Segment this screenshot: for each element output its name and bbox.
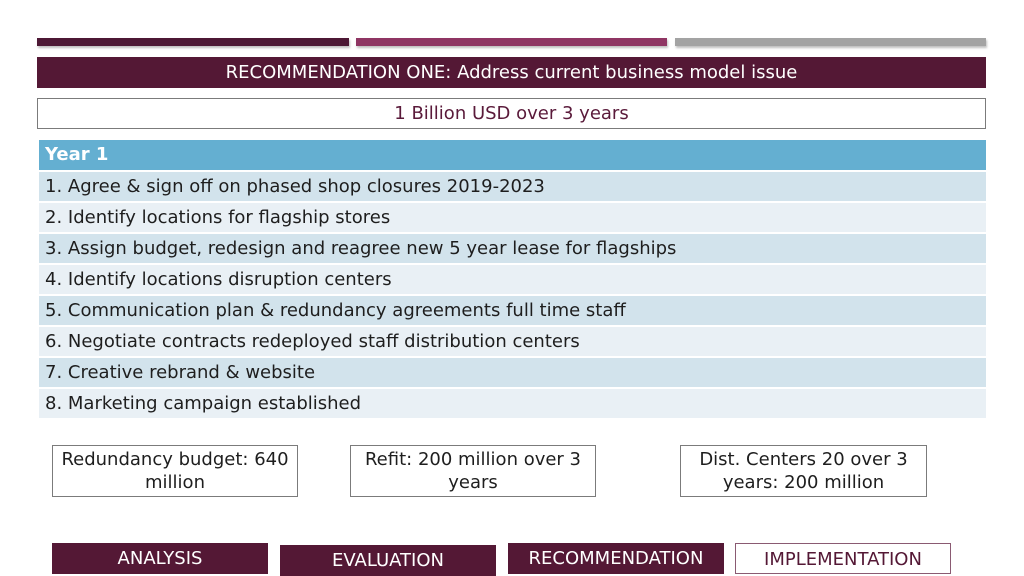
plan-table: Year 1 1. Agree & sign off on phased sho…: [39, 140, 986, 420]
table-row: 3. Assign budget, redesign and reagree n…: [39, 234, 986, 263]
decor-bar-mid: [356, 38, 667, 46]
table-row: 1. Agree & sign off on phased shop closu…: [39, 172, 986, 201]
nav-tab-implementation[interactable]: IMPLEMENTATION: [735, 543, 951, 574]
decor-bar-dark: [37, 38, 349, 46]
redundancy-budget-card: Redundancy budget: 640 million: [52, 445, 298, 497]
decor-bar-gray: [675, 38, 986, 46]
total-budget: 1 Billion USD over 3 years: [37, 98, 986, 129]
refit-budget-card: Refit: 200 million over 3 years: [350, 445, 596, 497]
slide-title: RECOMMENDATION ONE: Address current busi…: [37, 57, 986, 88]
table-row: 8. Marketing campaign established: [39, 389, 986, 418]
nav-tab-recommendation[interactable]: RECOMMENDATION: [508, 543, 724, 574]
table-row: 6. Negotiate contracts redeployed staff …: [39, 327, 986, 356]
table-row: 5. Communication plan & redundancy agree…: [39, 296, 986, 325]
table-header: Year 1: [39, 140, 986, 170]
nav-tab-analysis[interactable]: ANALYSIS: [52, 543, 268, 574]
nav-tab-evaluation[interactable]: EVALUATION: [280, 545, 496, 576]
table-row: 2. Identify locations for flagship store…: [39, 203, 986, 232]
table-row: 7. Creative rebrand & website: [39, 358, 986, 387]
table-row: 4. Identify locations disruption centers: [39, 265, 986, 294]
dist-centers-budget-card: Dist. Centers 20 over 3 years: 200 milli…: [680, 445, 927, 497]
